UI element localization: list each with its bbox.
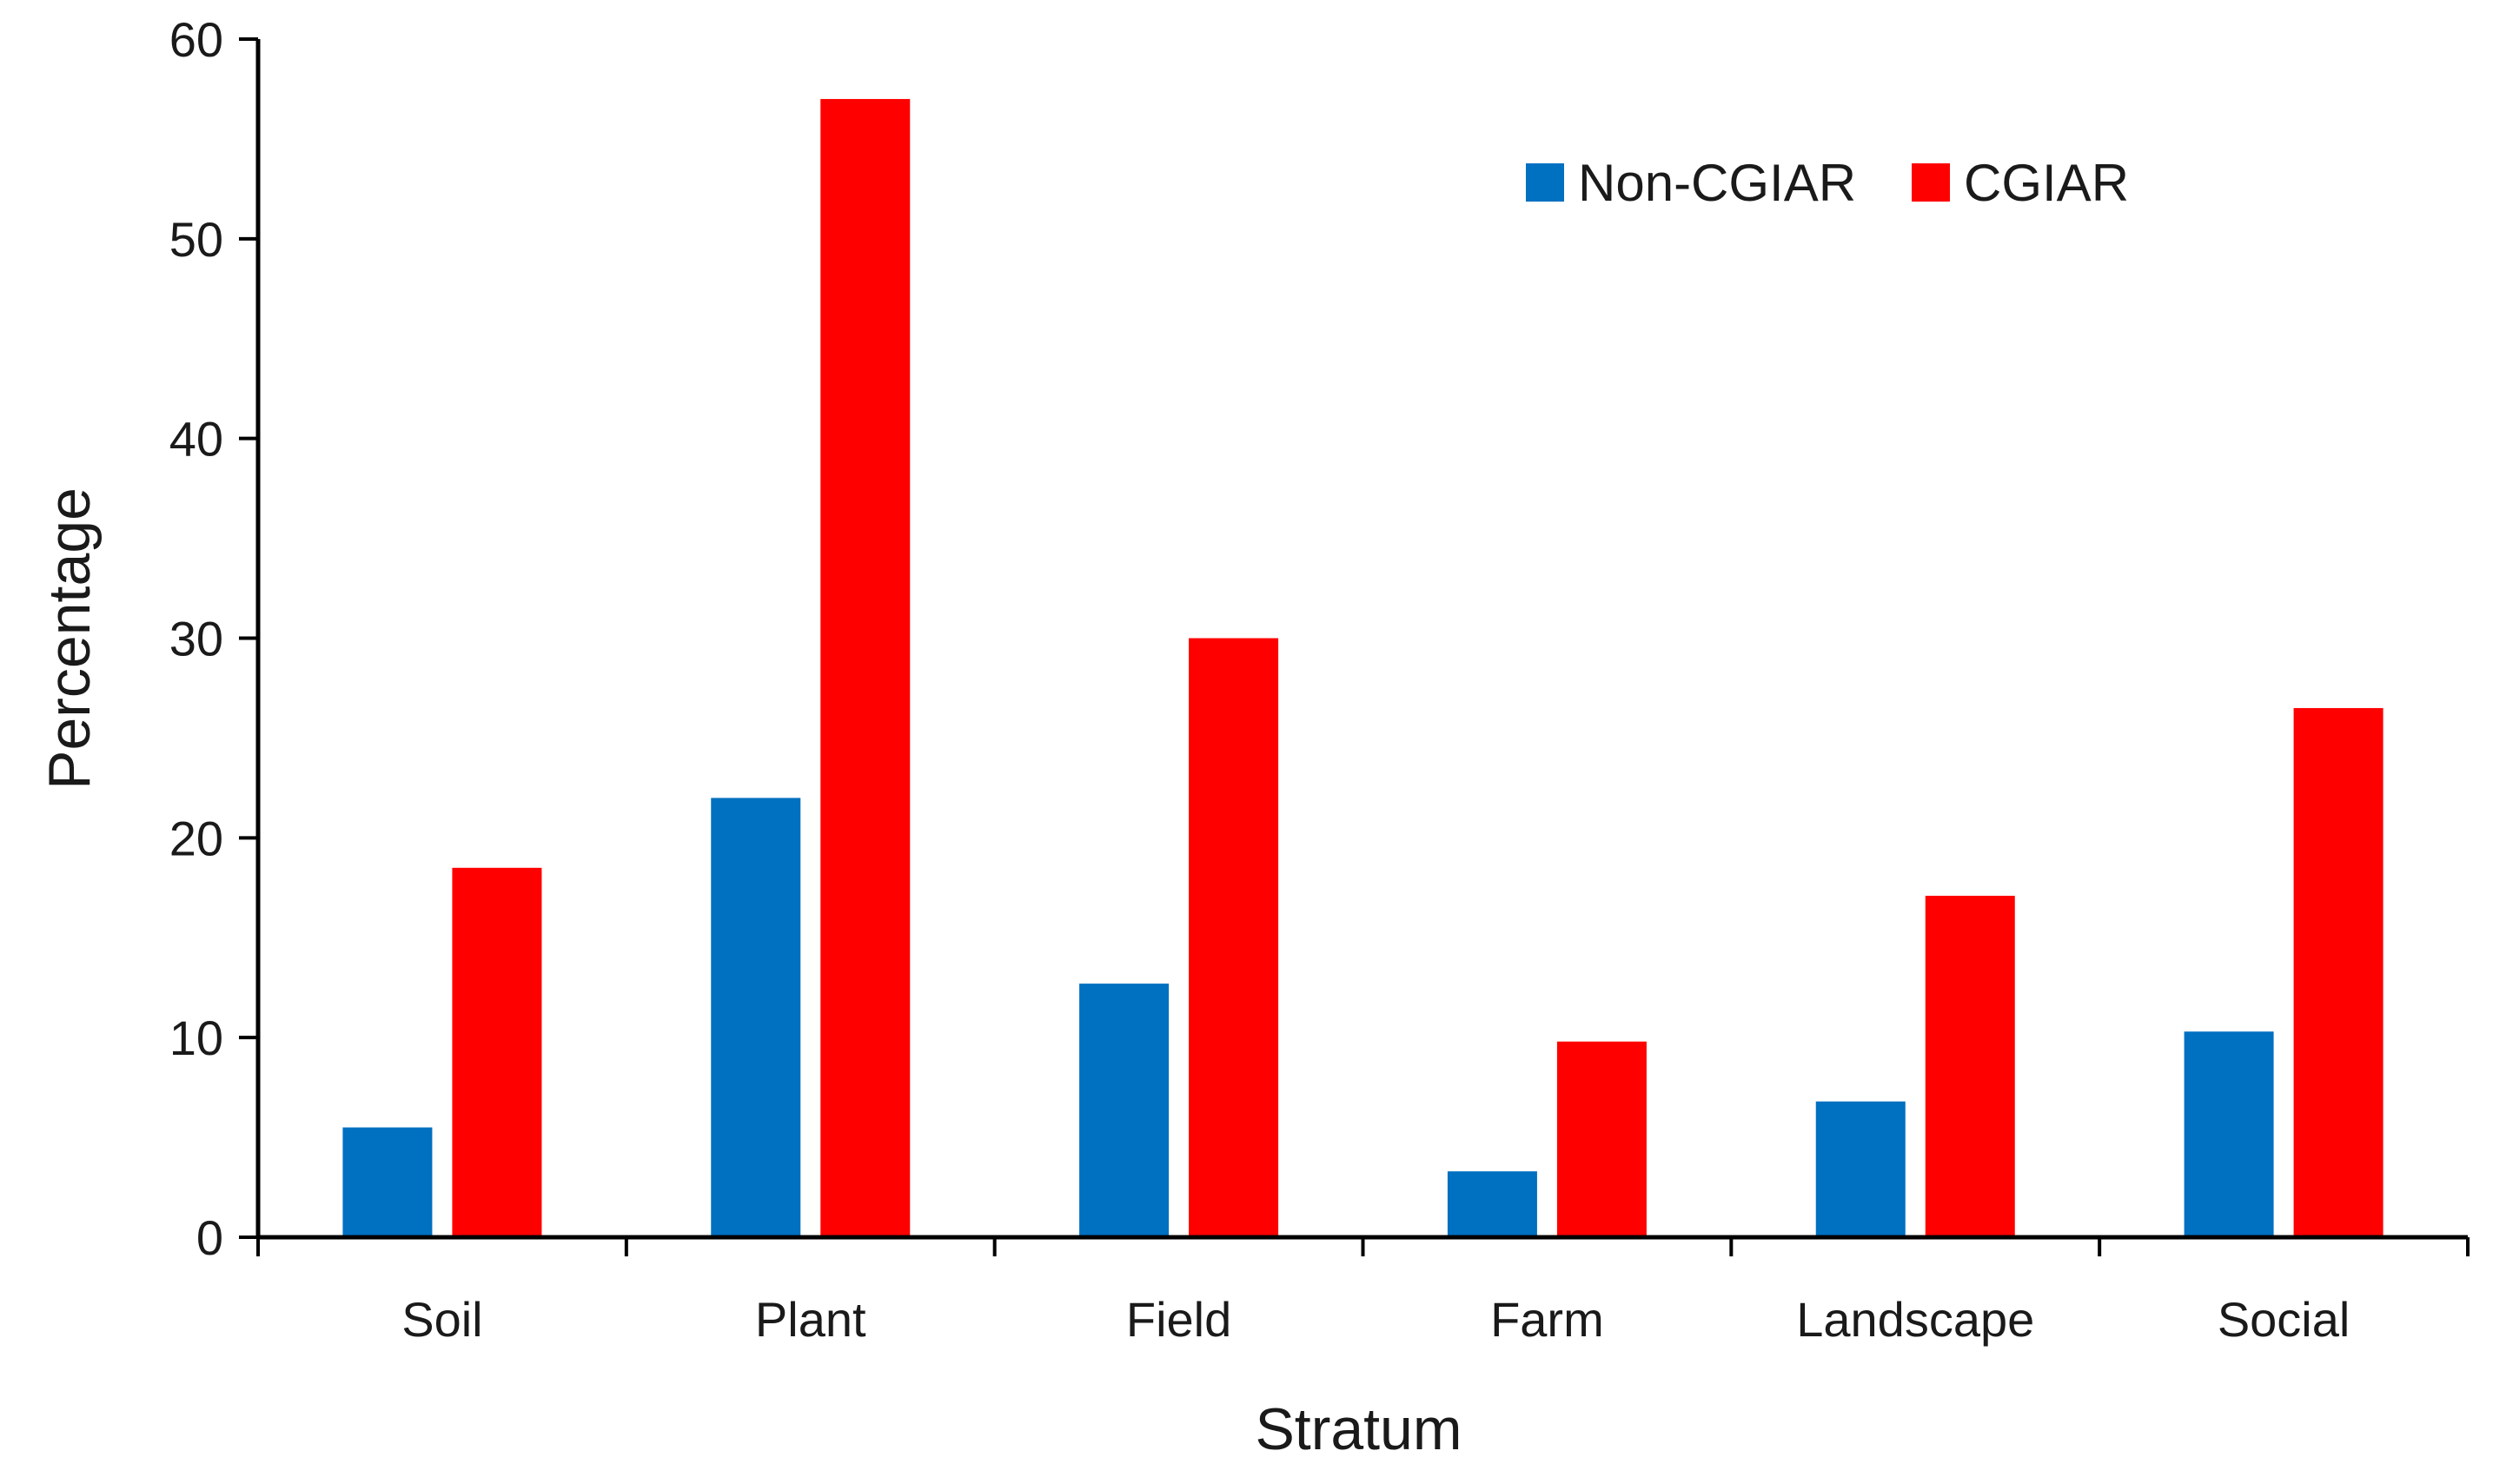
x-tick-label: Soil bbox=[401, 1292, 482, 1347]
bar-cgiar-plant bbox=[820, 98, 911, 1238]
y-tick-label: 10 bbox=[169, 1010, 223, 1065]
legend-swatch-non-cgiar bbox=[1526, 163, 1564, 202]
bar-non-cgiar-social bbox=[2184, 1031, 2274, 1237]
y-tick-label: 30 bbox=[169, 612, 223, 666]
legend-label-cgiar: CGIAR bbox=[1964, 154, 2129, 212]
bar-non-cgiar-plant bbox=[711, 798, 801, 1237]
x-tick-label: Farm bbox=[1490, 1292, 1604, 1347]
bar-cgiar-farm bbox=[1556, 1041, 1647, 1237]
x-ticks-group: Soil Plant Field Farm Landscape Social bbox=[256, 1237, 2470, 1347]
y-tick-label: 50 bbox=[169, 212, 223, 267]
x-tick-label: Plant bbox=[755, 1292, 866, 1347]
legend-swatch-cgiar bbox=[1912, 163, 1950, 202]
x-tick-label: Landscape bbox=[1796, 1292, 2034, 1347]
x-tick-label: Field bbox=[1126, 1292, 1231, 1347]
bar-cgiar-field bbox=[1189, 638, 1279, 1237]
y-tick-label: 0 bbox=[196, 1210, 223, 1265]
x-axis-title: Stratum bbox=[1255, 1396, 1462, 1462]
bar-non-cgiar-farm bbox=[1447, 1171, 1537, 1237]
x-tick-label: Social bbox=[2218, 1292, 2350, 1347]
bar-cgiar-landscape bbox=[1925, 895, 2015, 1237]
axes-group bbox=[255, 39, 2468, 1240]
legend-label-non-cgiar: Non-CGIAR bbox=[1578, 154, 1856, 212]
bar-non-cgiar-soil bbox=[342, 1127, 433, 1237]
y-ticks-group: 0 10 20 30 40 50 60 bbox=[169, 12, 258, 1265]
bar-cgiar-social bbox=[2293, 707, 2384, 1237]
y-axis-title: Percentage bbox=[36, 487, 103, 790]
legend: Non-CGIAR CGIAR bbox=[1526, 154, 2129, 212]
y-tick-label: 40 bbox=[169, 412, 223, 467]
bar-non-cgiar-field bbox=[1079, 984, 1170, 1237]
y-tick-label: 20 bbox=[169, 811, 223, 865]
y-tick-label: 60 bbox=[169, 12, 223, 67]
bar-non-cgiar-landscape bbox=[1815, 1101, 1906, 1237]
bar-cgiar-soil bbox=[452, 867, 542, 1237]
bars-group bbox=[342, 98, 2384, 1238]
